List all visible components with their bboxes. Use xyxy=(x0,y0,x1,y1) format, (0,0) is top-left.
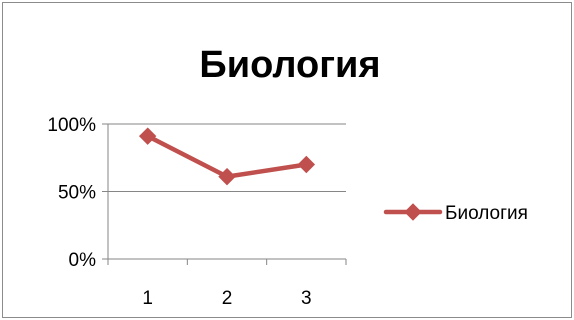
legend-label: Биология xyxy=(445,203,528,224)
y-tick-labels: 0% 50% 100% xyxy=(47,115,96,271)
y-tick-label: 100% xyxy=(47,115,96,136)
y-tick-label: 50% xyxy=(58,183,96,204)
axes xyxy=(102,123,347,265)
x-tick-label: 1 xyxy=(142,288,153,309)
data-point xyxy=(218,167,236,186)
data-point xyxy=(138,127,157,145)
x-tick-label: 3 xyxy=(301,288,312,309)
x-tick-labels: 1 2 3 xyxy=(142,288,311,309)
data-point xyxy=(297,155,316,174)
legend: Биология xyxy=(383,203,528,224)
gridlines xyxy=(108,123,346,192)
legend-marker xyxy=(404,203,422,221)
chart-title: Биология xyxy=(199,44,380,86)
y-tick-label: 0% xyxy=(69,250,97,271)
series-layer xyxy=(138,127,316,186)
x-tick-label: 2 xyxy=(222,288,233,309)
